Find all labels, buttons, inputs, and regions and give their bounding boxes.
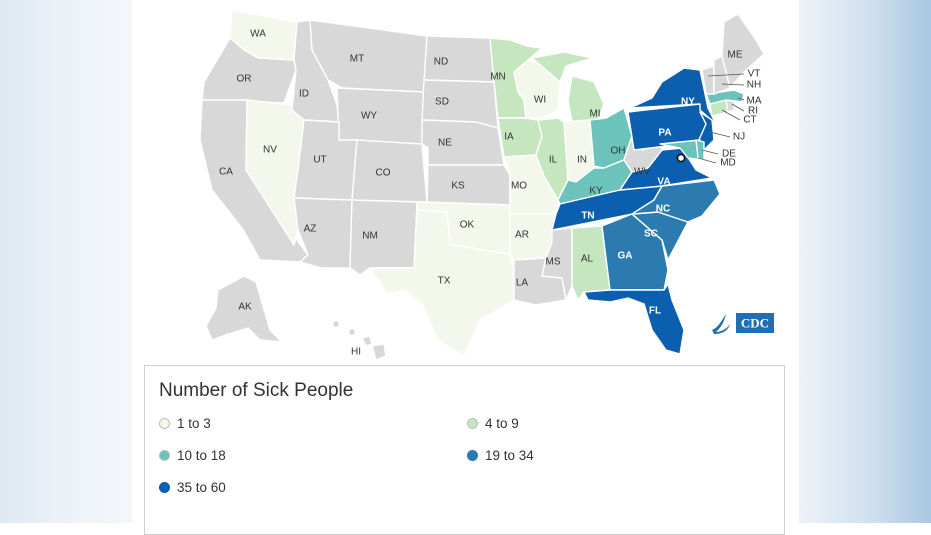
label-wy: WY <box>361 111 377 122</box>
label-ak: AK <box>238 302 252 313</box>
label-nv: NV <box>263 145 277 156</box>
label-ne: NE <box>438 138 452 149</box>
legend-item-10-to-18: 10 to 18 <box>159 448 226 463</box>
label-wa: WA <box>250 29 266 40</box>
state-ny[interactable] <box>629 67 717 125</box>
label-tx: TX <box>438 276 451 287</box>
label-id: ID <box>299 89 309 100</box>
label-ny: NY <box>681 97 695 108</box>
label-in: IN <box>577 155 587 166</box>
label-va: VA <box>657 177 670 188</box>
cdc-logo: CDC <box>710 310 776 341</box>
label-sc: SC <box>644 229 658 240</box>
label-ky: KY <box>589 186 603 197</box>
dc-marker[interactable] <box>676 153 686 163</box>
state-nc[interactable] <box>631 179 721 223</box>
cdc-logo-svg: CDC <box>712 313 774 334</box>
state-me[interactable] <box>721 13 765 89</box>
label-nh: NH <box>747 80 761 91</box>
label-az: AZ <box>304 224 317 235</box>
label-ut: UT <box>313 155 326 166</box>
label-ma: MA <box>747 96 762 107</box>
right-page-background <box>799 0 931 523</box>
map-card: WA OR CA NV ID MT WY UT CO AZ NM ND SD N… <box>132 0 799 535</box>
state-ak[interactable] <box>205 275 283 343</box>
label-mn: MN <box>490 72 506 83</box>
label-de: DE <box>722 149 736 160</box>
legend-label: 19 to 34 <box>485 448 534 463</box>
label-mi: MI <box>589 109 600 120</box>
label-ct: CT <box>743 115 756 126</box>
legend-item-1-to-3: 1 to 3 <box>159 416 211 431</box>
us-map-svg: WA OR CA NV ID MT WY UT CO AZ NM ND SD N… <box>199 9 765 361</box>
state-tx[interactable] <box>369 209 515 357</box>
label-nd: ND <box>434 57 448 68</box>
state-hi[interactable] <box>331 319 387 361</box>
cdc-logo-text: CDC <box>741 316 769 331</box>
label-co: CO <box>376 168 391 179</box>
legend-swatch <box>159 450 170 461</box>
legend-item-35-to-60: 35 to 60 <box>159 480 226 495</box>
label-fl: FL <box>649 306 661 317</box>
label-ok: OK <box>460 220 475 231</box>
legend-label: 4 to 9 <box>485 416 519 431</box>
us-map: WA OR CA NV ID MT WY UT CO AZ NM ND SD N… <box>132 0 799 365</box>
state-ne[interactable] <box>421 119 505 166</box>
legend-swatch <box>467 450 478 461</box>
left-page-background <box>0 0 132 523</box>
label-ms: MS <box>546 257 561 268</box>
legend-title: Number of Sick People <box>159 380 354 401</box>
label-or: OR <box>237 74 252 85</box>
label-mo: MO <box>511 181 527 192</box>
label-wi: WI <box>534 95 546 106</box>
label-nm: NM <box>362 231 378 242</box>
label-mt: MT <box>350 54 364 65</box>
label-la: LA <box>516 278 529 289</box>
legend-panel: Number of Sick People 1 to 3 4 to 9 10 t… <box>144 365 785 535</box>
state-md[interactable] <box>659 139 703 161</box>
label-nc: NC <box>656 204 670 215</box>
legend-label: 35 to 60 <box>177 480 226 495</box>
label-ri: RI <box>748 106 758 117</box>
state-ks[interactable] <box>426 164 511 206</box>
label-pa: PA <box>658 128 671 139</box>
label-hi: HI <box>351 347 361 358</box>
legend-label: 1 to 3 <box>177 416 211 431</box>
cdc-logo-box <box>736 313 774 333</box>
label-tn: TN <box>581 211 594 222</box>
label-ar: AR <box>515 230 529 241</box>
label-oh: OH <box>611 146 626 157</box>
state-fl[interactable] <box>583 283 685 355</box>
legend-swatch <box>467 418 478 429</box>
leader-lines <box>697 73 745 164</box>
label-md: MD <box>720 158 736 169</box>
label-ia: IA <box>504 132 514 143</box>
legend-item-4-to-9: 4 to 9 <box>467 416 519 431</box>
legend-item-19-to-34: 19 to 34 <box>467 448 534 463</box>
state-wy[interactable] <box>336 87 425 145</box>
label-ga: GA <box>618 251 633 262</box>
label-il: IL <box>549 155 558 166</box>
label-al: AL <box>581 254 594 265</box>
label-ca: CA <box>219 167 233 178</box>
legend-swatch <box>159 418 170 429</box>
hhs-eagle-icon <box>712 314 730 334</box>
label-vt: VT <box>748 69 761 80</box>
label-nj: NJ <box>733 132 745 143</box>
label-sd: SD <box>435 97 449 108</box>
label-wv: WV <box>634 167 650 178</box>
label-ks: KS <box>451 181 465 192</box>
state-nm[interactable] <box>349 199 418 276</box>
legend-swatch <box>159 482 170 493</box>
state-labels: WA OR CA NV ID MT WY UT CO AZ NM ND SD N… <box>219 29 762 358</box>
label-me: ME <box>728 50 743 61</box>
legend-label: 10 to 18 <box>177 448 226 463</box>
